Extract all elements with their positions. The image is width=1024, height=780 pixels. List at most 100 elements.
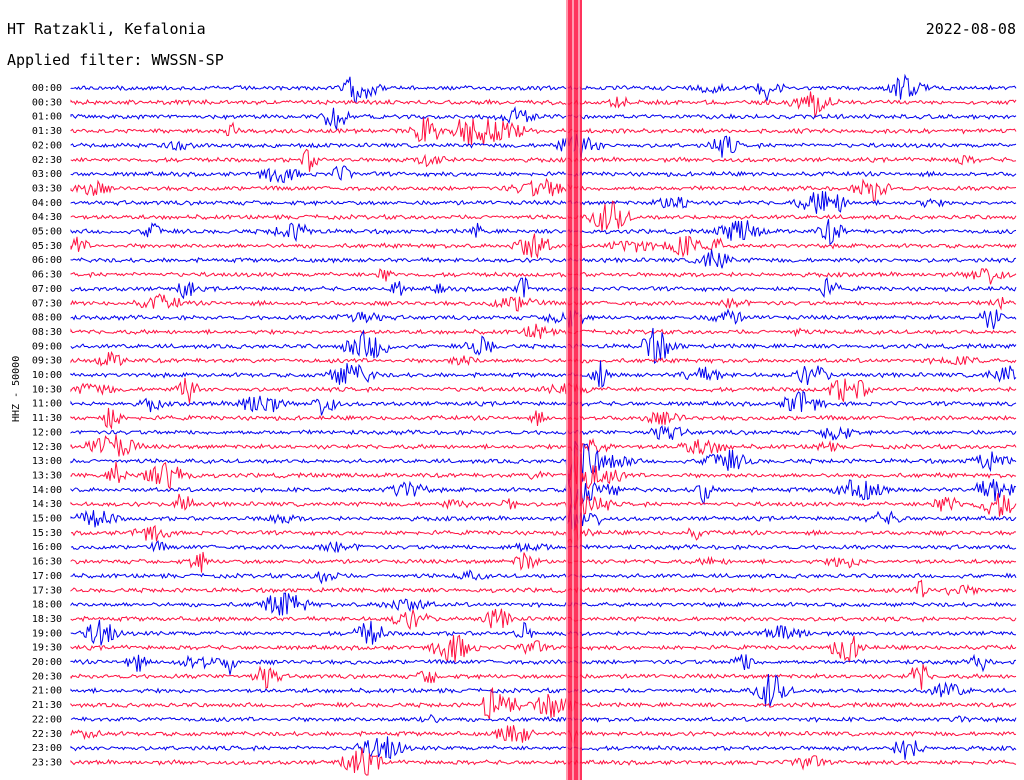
row-time-label: 14:00 xyxy=(32,485,62,496)
row-time-label: 02:00 xyxy=(32,140,62,151)
trace-line xyxy=(70,540,1017,554)
trace-line xyxy=(70,148,1017,172)
row-time-label: 11:30 xyxy=(32,413,62,424)
trace-line xyxy=(70,73,1017,104)
row-time-label: 10:30 xyxy=(32,384,62,395)
row-time-label: 00:00 xyxy=(32,83,62,94)
row-time-label: 04:00 xyxy=(32,198,62,209)
trace-line xyxy=(70,323,1017,339)
trace-line xyxy=(70,276,1017,300)
trace-line xyxy=(70,249,1017,269)
trace-line xyxy=(70,634,1017,663)
trace-line xyxy=(70,360,1017,388)
trace-line xyxy=(70,407,1017,430)
row-time-label: 03:30 xyxy=(32,183,62,194)
row-time-label: 07:00 xyxy=(32,284,62,295)
row-time-label: 06:30 xyxy=(32,270,62,281)
trace-line xyxy=(70,390,1017,416)
trace-line xyxy=(70,106,1017,130)
row-time-label: 13:00 xyxy=(32,456,62,467)
row-time-label: 21:30 xyxy=(32,700,62,711)
trace-line xyxy=(70,569,1017,585)
row-time-label: 23:30 xyxy=(32,757,62,768)
row-time-label: 02:30 xyxy=(32,155,62,166)
trace-line xyxy=(70,134,1017,158)
row-time-label: 01:00 xyxy=(32,112,62,123)
row-time-label: 12:00 xyxy=(32,427,62,438)
row-time-label: 15:30 xyxy=(32,528,62,539)
row-time-label: 14:30 xyxy=(32,499,62,510)
trace-line xyxy=(70,218,1017,246)
trace-line xyxy=(70,177,1017,202)
trace-line xyxy=(70,350,1017,367)
filter-label: Applied filter: WWSSN-SP xyxy=(7,51,224,69)
row-time-label: 21:00 xyxy=(32,686,62,697)
row-time-label: 19:30 xyxy=(32,643,62,654)
row-time-label: 04:30 xyxy=(32,212,62,223)
trace-line xyxy=(70,165,1017,184)
row-time-label: 23:00 xyxy=(32,743,62,754)
trace-line xyxy=(70,608,1017,631)
trace-line xyxy=(70,653,1017,675)
trace-line xyxy=(70,736,1017,760)
row-time-label: 19:00 xyxy=(32,628,62,639)
row-time-label: 03:00 xyxy=(32,169,62,180)
row-time-label: 09:00 xyxy=(32,341,62,352)
row-time-label: 05:00 xyxy=(32,227,62,238)
trace-line xyxy=(70,686,1017,720)
row-time-label: 08:00 xyxy=(32,313,62,324)
row-time-label: 17:30 xyxy=(32,585,62,596)
row-time-label: 01:30 xyxy=(32,126,62,137)
trace-line xyxy=(70,551,1017,573)
date-label: 2022-08-08 xyxy=(925,20,1016,38)
trace-line xyxy=(70,493,1017,523)
row-time-label: 20:30 xyxy=(32,671,62,682)
trace-line xyxy=(70,674,1017,707)
row-time-label: 16:30 xyxy=(32,557,62,568)
row-time-label: 08:30 xyxy=(32,327,62,338)
row-time-label: 07:30 xyxy=(32,298,62,309)
row-time-label: 18:30 xyxy=(32,614,62,625)
trace-line xyxy=(70,713,1017,724)
trace-line xyxy=(70,664,1017,690)
row-time-label: 06:00 xyxy=(32,255,62,266)
trace-line xyxy=(70,592,1017,616)
trace-line xyxy=(70,440,1017,485)
trace-line xyxy=(70,619,1017,646)
trace-line xyxy=(70,434,1017,457)
trace-line xyxy=(70,505,1017,530)
trace-line xyxy=(70,293,1017,312)
row-time-label: 12:30 xyxy=(32,442,62,453)
trace-line xyxy=(70,117,1017,146)
station-title: HT Ratzakli, Kefalonia xyxy=(7,20,206,38)
trace-line xyxy=(70,191,1017,214)
trace-line xyxy=(70,308,1017,330)
trace-line xyxy=(70,233,1017,260)
row-time-label: 15:00 xyxy=(32,514,62,525)
row-time-label: 11:00 xyxy=(32,399,62,410)
row-time-label: 16:00 xyxy=(32,542,62,553)
trace-line xyxy=(70,267,1017,285)
trace-line xyxy=(70,524,1017,545)
trace-line xyxy=(70,450,1017,491)
row-time-label: 22:30 xyxy=(32,729,62,740)
trace-line xyxy=(70,200,1017,232)
row-time-label: 20:00 xyxy=(32,657,62,668)
trace-line xyxy=(70,425,1017,441)
row-time-label: 13:30 xyxy=(32,470,62,481)
trace-line xyxy=(70,579,1017,598)
trace-line xyxy=(70,91,1017,118)
trace-line xyxy=(70,725,1017,747)
trace-line xyxy=(70,377,1017,404)
row-time-label: 18:00 xyxy=(32,600,62,611)
row-time-label: 09:30 xyxy=(32,356,62,367)
trace-line xyxy=(70,747,1017,776)
trace-line xyxy=(70,469,1017,510)
row-time-label: 00:30 xyxy=(32,97,62,108)
saturated-event-band xyxy=(566,0,582,780)
row-time-label: 05:30 xyxy=(32,241,62,252)
row-time-label: 22:00 xyxy=(32,714,62,725)
row-time-label: 17:00 xyxy=(32,571,62,582)
row-time-label: 10:00 xyxy=(32,370,62,381)
